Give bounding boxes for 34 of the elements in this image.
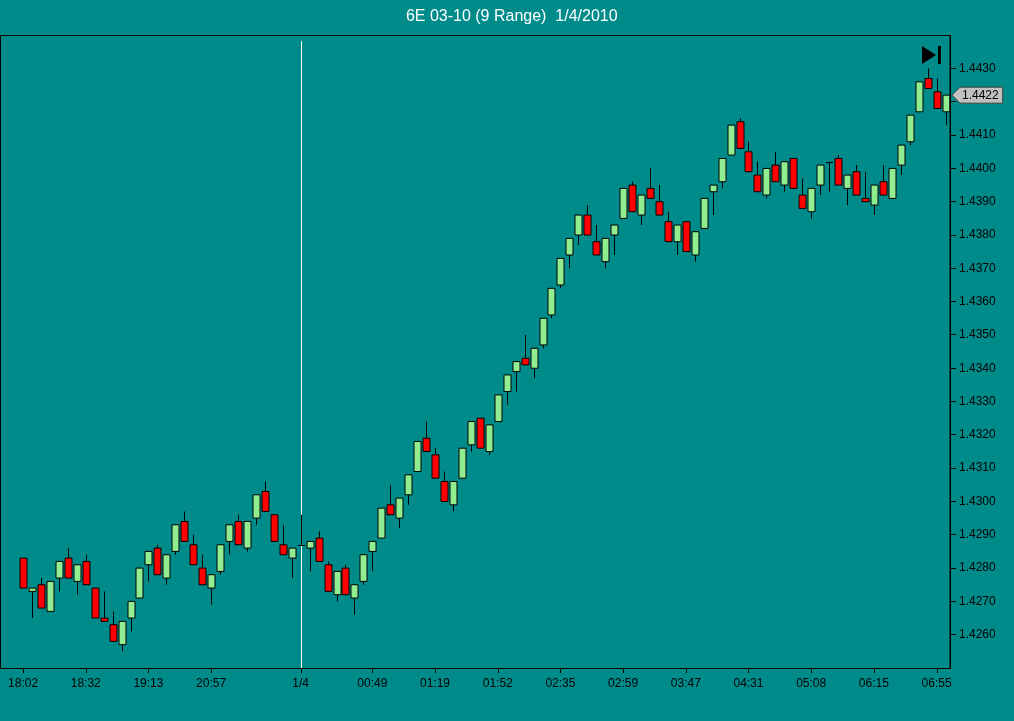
x-tick-label: 06:55 <box>921 675 952 690</box>
x-tick-label: 03:47 <box>670 675 702 690</box>
y-tick-label: 1.4290 <box>959 527 997 542</box>
chart-title: 6E 03-10 (9 Range) 1/4/2010 <box>405 7 618 25</box>
x-tick-label: 02:35 <box>545 675 576 690</box>
x-tick-label: 19:13 <box>133 675 164 690</box>
y-tick-label: 1.4370 <box>959 260 997 275</box>
x-tick-label: 04:31 <box>733 675 764 690</box>
y-tick-label: 1.4330 <box>959 393 997 408</box>
x-tick-label: 05:08 <box>796 675 827 690</box>
x-tick-label: 1/4 <box>292 675 310 690</box>
x-tick-label: 02:59 <box>608 675 639 690</box>
x-tick-label: 18:32 <box>70 675 102 690</box>
y-tick-label: 1.4430 <box>959 60 997 75</box>
y-tick-label: 1.4340 <box>959 360 997 375</box>
y-tick-label: 1.4260 <box>959 627 997 642</box>
y-tick-label: 1.4360 <box>959 293 997 308</box>
y-tick-label: 1.4400 <box>959 160 997 175</box>
x-tick-label: 00:49 <box>357 675 388 690</box>
x-tick-label: 01:52 <box>482 675 514 690</box>
y-tick-label: 1.4380 <box>959 227 997 242</box>
y-tick-label: 1.4320 <box>959 427 997 442</box>
y-tick-label: 1.4270 <box>959 593 997 608</box>
x-tick-label: 01:19 <box>420 675 451 690</box>
y-tick-label: 1.4300 <box>959 493 997 508</box>
x-tick-label: 18:02 <box>8 675 39 690</box>
y-tick-label: 1.4280 <box>959 560 997 575</box>
x-tick-label: 06:15 <box>858 675 890 690</box>
y-tick-label: 1.4410 <box>959 127 997 142</box>
x-tick-label: 20:57 <box>196 675 227 690</box>
y-tick-label: 1.4390 <box>959 194 997 209</box>
text: 1.4422 <box>962 88 1000 103</box>
y-tick-label: 1.4310 <box>959 460 997 475</box>
y-tick-label: 1.4350 <box>959 327 997 342</box>
